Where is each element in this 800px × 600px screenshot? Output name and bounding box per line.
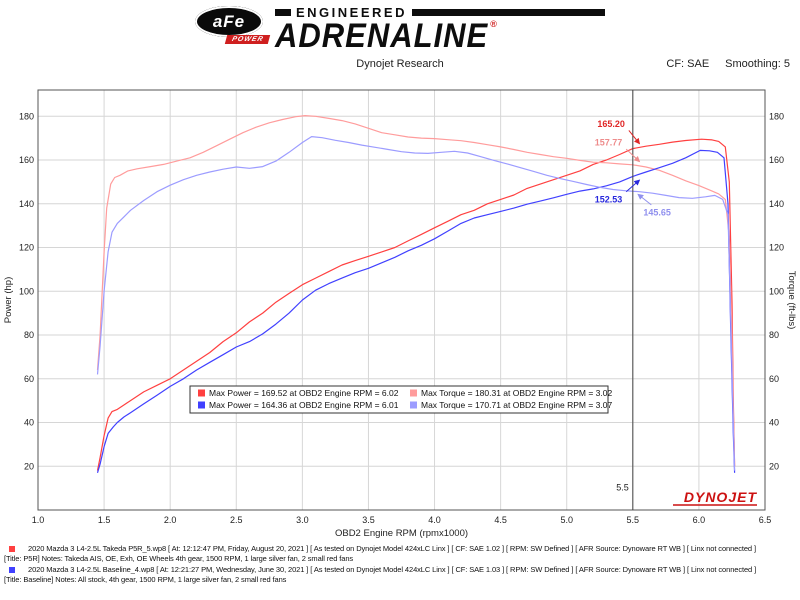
afe-oval-badge: aFe xyxy=(195,6,263,37)
y-tick-label-left: 60 xyxy=(24,374,34,384)
y-axis-title-left: Power (hp) xyxy=(3,277,14,323)
y-tick-label-right: 60 xyxy=(769,374,779,384)
run-marker-icon xyxy=(9,567,15,573)
run-entry-baseline: 2020 Mazda 3 L4-2.5L Baseline_4.wp8 [ At… xyxy=(4,565,798,586)
y-tick-label-left: 20 xyxy=(24,461,34,471)
engineered-adrenaline-wordmark: ENGINEERED ADRENALINE ® xyxy=(275,4,605,53)
run-details: 2020 Mazda 3 L4-2.5L Baseline_4.wp8 [ At… xyxy=(28,565,757,574)
run-notes: [Title: Baseline] Notes: All stock, 4th … xyxy=(4,575,287,584)
logo-bar-left xyxy=(275,8,291,16)
x-tick-label: 3.5 xyxy=(362,515,375,525)
y-tick-label-right: 180 xyxy=(769,111,784,121)
run-entry-takeda: 2020 Mazda 3 L4-2.5L Takeda P5R_5.wp8 [ … xyxy=(4,544,798,565)
cf-smoothing-setting: CF: SAE Smoothing: 5 xyxy=(666,58,790,70)
run-info-footer: 2020 Mazda 3 L4-2.5L Takeda P5R_5.wp8 [ … xyxy=(4,544,798,586)
afe-power-banner: POWER xyxy=(224,35,271,44)
y-tick-label-right: 160 xyxy=(769,155,784,165)
y-axis-title-right: Torque (ft-lbs) xyxy=(786,271,797,330)
y-tick-label-left: 160 xyxy=(19,155,34,165)
curve-takeda-torque xyxy=(96,114,736,467)
annotation-arrow xyxy=(628,130,641,145)
annotation-arrow xyxy=(625,148,641,163)
annotation-value: 145.65 xyxy=(643,208,671,218)
y-tick-label-right: 120 xyxy=(769,243,784,253)
legend-label: Max Torque = 180.31 at OBD2 Engine RPM =… xyxy=(421,388,612,398)
y-tick-label-left: 100 xyxy=(19,286,34,296)
x-axis-title: OBD2 Engine RPM (rpmx1000) xyxy=(335,528,468,539)
cursor-annotations: 165.20 157.77 152.53 145.65 xyxy=(595,119,671,218)
x-tick-label: 5.5 xyxy=(627,515,640,525)
run-notes: [Title: P5R] Notes: Takeda AIS, OE, Exh,… xyxy=(4,554,354,563)
x-tick-label: 2.0 xyxy=(164,515,177,525)
dynojet-logo: DYNOJET xyxy=(684,489,758,505)
x-tick-label: 2.5 xyxy=(230,515,243,525)
curve-baseline-power xyxy=(96,149,736,473)
plot-background xyxy=(38,90,765,510)
afe-logo-text: aFe xyxy=(212,11,246,31)
annotation-value: 157.77 xyxy=(595,138,623,148)
dyno-chart[interactable]: 1.0 1.5 2.0 2.5 3.0 3.5 4.0 4.5 5.0 5.5 6.0 6.520 20… xyxy=(0,80,800,550)
y-tick-label-right: 20 xyxy=(769,461,779,471)
x-tick-label: 5.0 xyxy=(560,515,573,525)
y-tick-label-left: 80 xyxy=(24,330,34,340)
legend-label: Max Torque = 170.71 at OBD2 Engine RPM =… xyxy=(421,400,612,410)
afe-adrenaline-logo: aFe POWER ENGINEERED ADRENALINE ® xyxy=(195,4,605,53)
x-tick-label: 6.5 xyxy=(759,515,772,525)
x-tick-label: 6.0 xyxy=(693,515,706,525)
annotation-value: 152.53 xyxy=(595,194,623,204)
annotation-value: 165.20 xyxy=(597,119,625,129)
run-details: 2020 Mazda 3 L4-2.5L Takeda P5R_5.wp8 [ … xyxy=(28,544,756,553)
annotation-arrow xyxy=(625,179,641,193)
x-tick-label: 4.0 xyxy=(428,515,441,525)
registered-trademark-icon: ® xyxy=(490,19,497,29)
curve-takeda-power xyxy=(96,138,736,471)
x-tick-label: 4.5 xyxy=(494,515,507,525)
legend-box xyxy=(189,385,609,414)
chart-source-title: Dynojet Research xyxy=(356,58,444,70)
legend: Max Power = 169.52 at OBD2 Engine RPM = … xyxy=(189,385,612,414)
x-tick-label: 1.0 xyxy=(32,515,45,525)
y-tick-label-right: 100 xyxy=(769,286,784,296)
annotation-arrow xyxy=(637,193,652,206)
legend-swatch-icon xyxy=(198,389,205,397)
legend-label: Max Power = 169.52 at OBD2 Engine RPM = … xyxy=(209,388,399,398)
logo-bar-right xyxy=(411,8,605,16)
y-tick-label-right: 140 xyxy=(769,199,784,209)
run-marker-icon xyxy=(9,546,15,552)
legend-swatch-icon xyxy=(410,401,417,409)
legend-label: Max Power = 164.36 at OBD2 Engine RPM = … xyxy=(209,400,399,410)
y-tick-label-left: 180 xyxy=(19,111,34,121)
y-tick-label-right: 40 xyxy=(769,418,779,428)
adrenaline-text: ADRENALINE xyxy=(275,15,489,55)
smoothing-label: Smoothing: 5 xyxy=(725,58,790,70)
legend-swatch-icon xyxy=(198,401,205,409)
x-tick-label: 3.0 xyxy=(296,515,309,525)
y-tick-label-right: 80 xyxy=(769,330,779,340)
series xyxy=(96,114,736,473)
cursor-rpm-label: 5.5 xyxy=(616,482,629,492)
engineered-text: ENGINEERED xyxy=(296,4,407,20)
chart-subheader: Dynojet Research CF: SAE Smoothing: 5 xyxy=(0,58,800,74)
afe-power-logo: aFe POWER xyxy=(195,6,271,48)
x-tick-label: 1.5 xyxy=(98,515,111,525)
correction-factor-label: CF: SAE xyxy=(666,58,710,70)
plot-border xyxy=(37,89,766,511)
y-tick-label-left: 120 xyxy=(19,243,34,253)
legend-swatch-icon xyxy=(410,389,417,397)
axes: 1.0 1.5 2.0 2.5 3.0 3.5 4.0 4.5 5.0 5.5 6.0 6.5 20 20… xyxy=(3,111,797,539)
y-tick-label-left: 140 xyxy=(19,199,34,209)
y-tick-label-left: 40 xyxy=(24,418,34,428)
curve-baseline-torque xyxy=(96,135,736,471)
